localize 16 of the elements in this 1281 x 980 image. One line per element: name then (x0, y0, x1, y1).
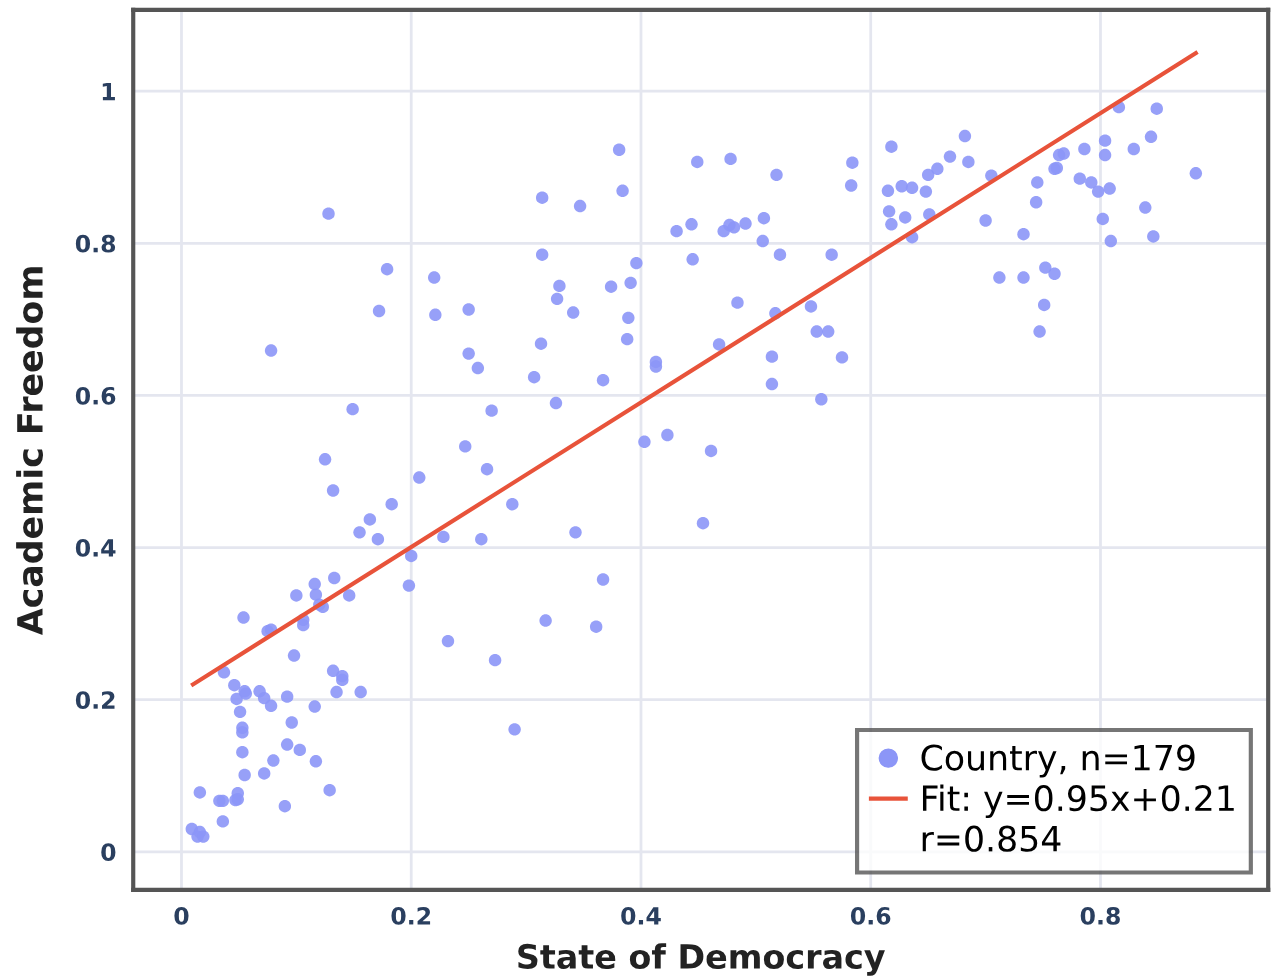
y-tick-label: 0.2 (75, 691, 115, 709)
x-axis-title: State of Democracy (518, 943, 885, 976)
legend-label: Fit: y=0.95x+0.21 (922, 784, 1234, 819)
x-tick-label: 0.6 (850, 906, 891, 925)
y-axis-title: Academic Freedom (16, 267, 44, 635)
y-tick-label: 0.6 (75, 386, 116, 405)
y-tick-label: 1 (102, 82, 115, 101)
x-tick-label: 0.2 (391, 906, 431, 925)
y-tick-label: 0 (101, 843, 116, 862)
annotation: r=0.854 (922, 825, 1061, 852)
x-tick-label: 0.4 (621, 906, 661, 925)
legend-label: Country, n=179 (921, 744, 1195, 778)
y-tick-label: 0.4 (75, 539, 116, 557)
y-tick-label: 0.8 (75, 234, 116, 253)
x-tick-label: 0 (174, 906, 189, 925)
x-tick-label: 0.8 (1080, 906, 1120, 925)
